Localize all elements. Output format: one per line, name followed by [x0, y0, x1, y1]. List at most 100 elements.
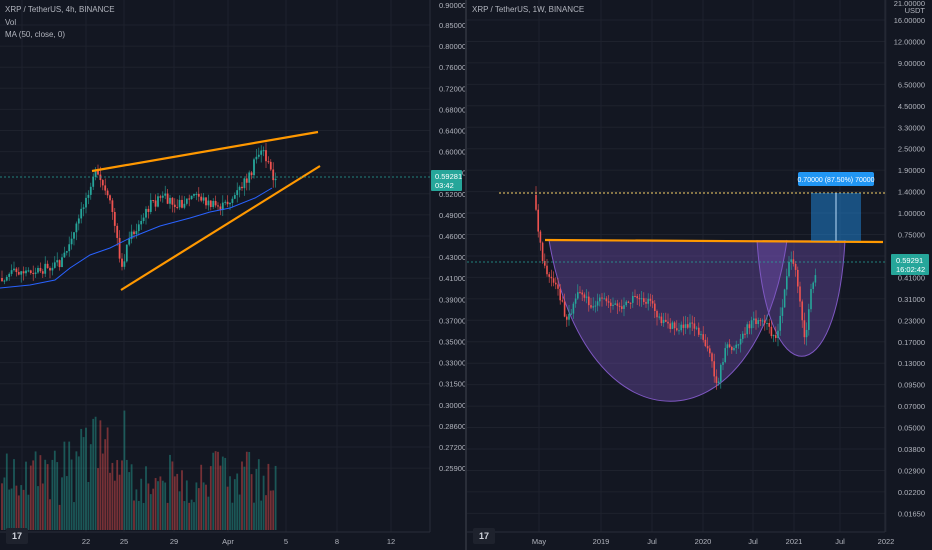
candle-body	[724, 348, 726, 363]
candle-body	[574, 298, 577, 304]
volume-bar	[61, 477, 63, 530]
volume-bar	[185, 480, 188, 530]
candle-body	[566, 316, 568, 320]
candle-body	[159, 196, 162, 198]
price-tick-label: 0.01650	[898, 509, 925, 518]
price-tick-label: 0.85000	[439, 21, 465, 30]
price-tick-label: 0.43000	[439, 253, 465, 262]
candle-body	[37, 267, 39, 273]
date-tick-label: Jul	[748, 537, 758, 546]
volume-bar	[236, 473, 239, 530]
candle-body	[673, 322, 676, 329]
price-tick-label: 0.31500	[439, 380, 465, 389]
candle-body	[32, 273, 35, 275]
candle-body	[97, 169, 99, 175]
price-tick-label: 0.28600	[439, 422, 465, 431]
candle-body	[233, 195, 236, 199]
left-volume-indicator[interactable]: Vol	[5, 18, 17, 27]
date-tick-label: May	[532, 537, 546, 546]
candle-body	[590, 305, 592, 308]
candle-body	[667, 321, 669, 324]
volume-bar	[101, 453, 104, 530]
volume-bar	[65, 476, 68, 530]
right-chart-pane[interactable]: 16.00000 12.00000 9.00000 6.50000 4.50000 3.3…	[467, 0, 932, 550]
candle-body	[262, 150, 265, 152]
volume-bar	[195, 482, 198, 530]
volume-bar	[152, 488, 155, 530]
candle-body	[539, 231, 542, 243]
candle-body	[610, 302, 612, 306]
right-symbol-title[interactable]: XRP / TetherUS, 1W, BINANCE	[472, 5, 585, 14]
volume-bar	[188, 502, 191, 530]
volume-bar	[3, 477, 6, 530]
candle-body	[140, 221, 143, 225]
candle-body	[27, 270, 30, 272]
volume-bar	[121, 460, 123, 530]
candle-body	[695, 327, 698, 329]
last-price-badge	[891, 254, 929, 275]
upper-trendline	[91, 130, 319, 173]
date-tick-label: 25	[120, 537, 128, 546]
left-chart-pane[interactable]: 0.85000 0.80000 0.76000 0.72000 0.68000 0.640…	[0, 0, 465, 550]
candle-body	[629, 302, 632, 304]
candle-body	[717, 381, 720, 383]
countdown-label: 03:42	[435, 181, 454, 190]
moving-average-line	[0, 187, 273, 289]
volume-bar	[80, 428, 83, 530]
volume-bar	[142, 502, 145, 530]
volume-bar	[269, 490, 272, 530]
candle-body	[805, 329, 808, 338]
candle-body	[568, 314, 570, 320]
currency-label: USDT	[905, 6, 926, 15]
pane-divider[interactable]	[465, 0, 467, 550]
candle-body	[260, 150, 263, 155]
price-tick-label: 0.90000	[439, 1, 465, 10]
price-tick-label: 0.02900	[898, 466, 925, 475]
date-tick-label: 12	[387, 537, 395, 546]
tradingview-logo-icon: 17	[6, 528, 28, 544]
left-ma-indicator[interactable]: MA (50, close, 0)	[5, 30, 66, 39]
candle-body	[49, 268, 51, 271]
candle-body	[735, 344, 737, 348]
candle-body	[640, 298, 643, 300]
volume-bar	[214, 451, 217, 530]
candle-body	[169, 197, 171, 204]
price-tick-label: 0.60000	[439, 148, 465, 157]
left-chart-svg[interactable]: 0.85000 0.80000 0.76000 0.72000 0.68000 0.640…	[0, 0, 465, 550]
right-chart-svg[interactable]: 16.00000 12.00000 9.00000 6.50000 4.50000 3.3…	[467, 0, 932, 550]
candle-body	[764, 320, 766, 324]
volume-bar	[231, 502, 234, 530]
left-symbol-title[interactable]: XRP / TetherUS, 4h, BINANCE	[5, 5, 115, 14]
candle-body	[209, 200, 212, 207]
volume-bar	[224, 457, 227, 530]
candle-body	[737, 344, 740, 346]
candle-body	[8, 273, 11, 277]
candle-body	[29, 270, 32, 274]
candle-body	[691, 322, 693, 324]
target-label-box	[798, 172, 874, 186]
candle-body	[781, 307, 784, 316]
candle-body	[135, 231, 138, 235]
candle-body	[625, 301, 627, 306]
candle-body	[274, 178, 277, 181]
candle-body	[797, 269, 799, 287]
candle-body	[713, 361, 715, 377]
candle-body	[651, 300, 654, 304]
candle-body	[570, 313, 572, 315]
candle-body	[687, 324, 689, 328]
handle-shape	[756, 239, 846, 357]
candle-body	[241, 186, 243, 189]
candle-body	[17, 272, 20, 275]
candle-body	[638, 298, 641, 300]
candle-body	[34, 272, 37, 274]
price-tick-label: 0.49000	[439, 211, 465, 220]
volume-bar	[147, 483, 150, 530]
volume-bar	[87, 482, 90, 530]
volume-bar	[253, 502, 255, 530]
candle-body	[133, 231, 135, 235]
candle-body	[706, 346, 709, 349]
volume-bar	[135, 489, 138, 530]
volume-bar	[58, 504, 61, 530]
candle-body	[193, 194, 195, 196]
candle-body	[711, 353, 713, 362]
